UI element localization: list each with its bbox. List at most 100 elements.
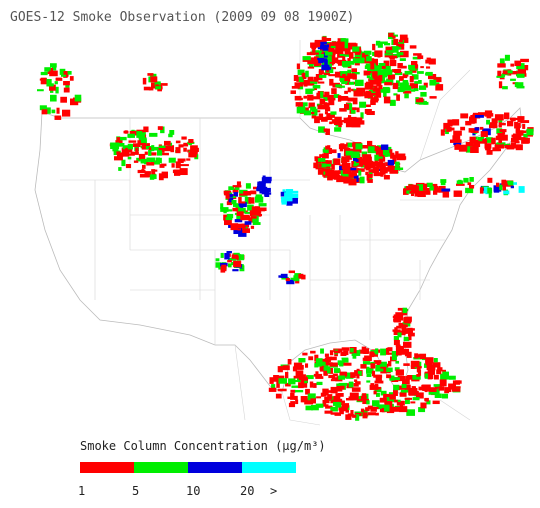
smoke-pixel xyxy=(305,88,313,95)
smoke-pixel xyxy=(353,163,358,167)
smoke-pixel xyxy=(402,80,408,87)
smoke-pixel xyxy=(296,63,300,70)
smoke-pixel xyxy=(453,386,461,389)
smoke-pixel xyxy=(63,71,68,78)
smoke-pixel xyxy=(336,383,345,390)
smoke-pixel xyxy=(324,396,330,404)
smoke-pixel xyxy=(404,70,413,75)
smoke-pixel xyxy=(275,393,282,399)
smoke-pixel xyxy=(226,213,234,219)
smoke-pixel xyxy=(514,122,518,129)
smoke-pixel xyxy=(460,126,466,131)
smoke-pixel xyxy=(350,151,360,158)
smoke-pixel xyxy=(233,227,242,235)
smoke-pixel xyxy=(255,213,262,217)
smoke-pixel xyxy=(122,145,129,150)
smoke-pixel xyxy=(498,139,503,145)
smoke-pixel xyxy=(399,34,408,41)
smoke-pixel xyxy=(366,366,370,373)
smoke-pixel xyxy=(510,78,516,81)
smoke-pixel xyxy=(361,409,368,414)
smoke-pixel xyxy=(248,217,256,223)
smoke-pixel xyxy=(409,328,414,334)
smoke-pixel xyxy=(324,353,329,357)
smoke-pixel xyxy=(395,151,399,156)
smoke-pixel xyxy=(396,153,406,161)
smoke-pixel xyxy=(453,130,462,136)
smoke-pixel xyxy=(423,101,429,105)
smoke-pixel xyxy=(342,169,351,174)
smoke-pixel xyxy=(350,109,356,114)
smoke-pixel xyxy=(328,374,335,379)
smoke-pixel xyxy=(387,347,393,352)
smoke-pixel xyxy=(330,356,337,361)
smoke-pixel xyxy=(426,57,431,60)
smoke-pixel xyxy=(414,64,419,69)
smoke-pixel xyxy=(502,70,510,75)
smoke-pixel xyxy=(378,85,383,91)
smoke-pixel xyxy=(473,140,480,146)
smoke-pixel xyxy=(328,99,335,106)
smoke-pixel xyxy=(440,179,447,183)
smoke-pixel xyxy=(502,184,507,191)
smoke-pixel xyxy=(425,357,434,364)
smoke-pixel xyxy=(354,79,364,87)
smoke-pixel xyxy=(331,377,338,380)
smoke-pixel xyxy=(465,120,472,126)
smoke-pixel xyxy=(438,386,445,391)
smoke-pixel xyxy=(396,94,400,101)
smoke-pixel xyxy=(314,363,322,367)
smoke-pixel xyxy=(376,386,382,390)
smoke-pixel xyxy=(391,351,401,355)
smoke-pixel xyxy=(351,387,361,392)
smoke-pixel xyxy=(339,108,347,112)
smoke-pixel xyxy=(486,137,493,143)
smoke-pixel xyxy=(425,71,433,76)
smoke-pixel xyxy=(232,188,239,193)
smoke-pixel xyxy=(403,74,408,79)
smoke-pixel xyxy=(245,183,251,189)
smoke-pixel xyxy=(298,273,304,279)
smoke-pixel xyxy=(468,121,475,124)
smoke-pixel xyxy=(474,127,480,131)
smoke-pixel xyxy=(315,403,324,408)
smoke-pixel xyxy=(491,118,498,124)
smoke-pixel xyxy=(325,160,332,167)
smoke-pixel xyxy=(328,44,333,48)
legend-swatch xyxy=(134,462,188,473)
smoke-pixel xyxy=(341,162,351,170)
smoke-pixel xyxy=(453,190,463,197)
smoke-pixel xyxy=(311,404,319,411)
smoke-pixel xyxy=(384,87,391,93)
smoke-pixel xyxy=(384,167,388,174)
smoke-pixel xyxy=(413,88,419,92)
smoke-pixel xyxy=(331,88,337,95)
smoke-pixel xyxy=(371,370,376,377)
smoke-pixel xyxy=(243,191,252,196)
smoke-pixel xyxy=(375,348,379,355)
smoke-pixel xyxy=(514,82,524,88)
smoke-pixel xyxy=(339,166,345,171)
smoke-pixel xyxy=(325,102,330,108)
smoke-pixel xyxy=(405,375,409,380)
smoke-pixel xyxy=(432,362,441,368)
smoke-pixel xyxy=(325,405,333,409)
smoke-pixel xyxy=(441,188,451,192)
smoke-pixel xyxy=(383,96,391,104)
smoke-pixel xyxy=(372,88,381,92)
smoke-pixel xyxy=(434,374,439,380)
smoke-pixel xyxy=(128,140,137,143)
smoke-pixel xyxy=(336,50,344,54)
smoke-pixel xyxy=(264,190,268,196)
smoke-pixel xyxy=(377,42,383,48)
smoke-pixel xyxy=(325,361,330,366)
smoke-pixel xyxy=(138,153,146,160)
smoke-pixel xyxy=(377,69,384,77)
smoke-pixel xyxy=(293,75,299,82)
smoke-pixel xyxy=(374,146,379,151)
smoke-pixel xyxy=(120,136,127,141)
smoke-pixel xyxy=(230,223,239,231)
smoke-pixel xyxy=(315,376,324,379)
smoke-pixel xyxy=(383,92,387,98)
